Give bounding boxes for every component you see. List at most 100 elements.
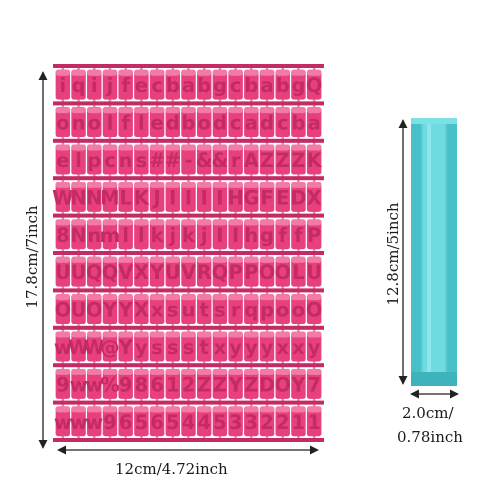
letter-stamp — [244, 144, 259, 175]
stamp-glyph: Z — [291, 149, 305, 172]
stamp-glyph: Q — [86, 261, 103, 284]
stamp-highlight — [244, 294, 259, 301]
stamp-glyph: y — [229, 336, 242, 359]
letter-stamp — [291, 331, 306, 362]
stamp-highlight — [306, 219, 322, 226]
stamp-glyph: 9 — [103, 411, 117, 434]
letter-stamp — [306, 181, 322, 212]
stamp-glyph: 5 — [166, 411, 180, 434]
letter-stamp — [165, 294, 181, 325]
letter-stamp — [134, 331, 149, 362]
stamp-highlight — [134, 219, 149, 226]
stamp-highlight — [212, 107, 228, 114]
stamp-highlight — [55, 294, 71, 301]
stamp-glyph: b — [166, 74, 180, 97]
letter-stamp — [181, 294, 196, 325]
letter-stamp — [165, 406, 181, 437]
stamp-highlight — [102, 69, 118, 76]
stamp-highlight — [244, 406, 259, 413]
stamp-highlight — [181, 256, 196, 263]
stamp-glyph: U — [71, 299, 87, 322]
stamp-highlight — [306, 294, 322, 301]
letter-stamp — [55, 144, 71, 175]
stamp-glyph: N — [70, 224, 86, 247]
letter-stamp — [87, 144, 102, 175]
letter-stamp — [181, 331, 196, 362]
stamp-highlight — [118, 368, 133, 375]
letter-stamp — [102, 406, 118, 437]
letter-stamp — [291, 406, 306, 437]
stamp-highlight — [87, 144, 102, 151]
letter-stamp — [149, 107, 165, 138]
stamp-highlight — [87, 107, 102, 114]
letter-stamp — [87, 107, 102, 138]
stamp-glyph: s — [136, 149, 148, 172]
stamp-highlight — [102, 144, 118, 151]
letter-stamp — [291, 256, 306, 287]
stamp-highlight — [291, 107, 306, 114]
stamp-highlight — [149, 294, 165, 301]
stamp-glyph: Y — [118, 336, 134, 359]
stamp-glyph: p — [260, 299, 274, 322]
right-height-label: 12.8cm/5inch — [384, 202, 402, 306]
letter-stamp — [102, 294, 118, 325]
stamp-highlight — [134, 406, 149, 413]
stamp-glyph: 6 — [150, 411, 164, 434]
stamp-glyph: 9 — [119, 373, 133, 396]
letter-stamp — [196, 368, 212, 399]
stamp-highlight — [244, 69, 259, 76]
stamp-highlight — [87, 406, 102, 413]
stamp-glyph: o — [88, 112, 101, 135]
stamp-highlight — [165, 144, 181, 151]
letter-stamp — [71, 331, 86, 362]
stamp-glyph: x — [151, 299, 164, 322]
stamp-highlight — [71, 256, 86, 263]
stamp-glyph: d — [260, 112, 274, 135]
stamp-highlight — [134, 331, 149, 338]
stamp-highlight — [134, 144, 149, 151]
stamp-glyph: V — [181, 261, 196, 284]
stamp-glyph: f — [279, 224, 288, 247]
stamp-glyph: 6 — [119, 411, 133, 434]
stamp-glyph: j — [106, 74, 114, 97]
stamp-highlight — [196, 144, 212, 151]
letter-stamp — [228, 294, 243, 325]
runner-bar — [53, 213, 324, 218]
stamp-glyph: w — [54, 411, 72, 434]
letter-stamp — [149, 144, 165, 175]
stamp-glyph: b — [244, 74, 258, 97]
letter-stamp — [87, 294, 102, 325]
stamp-glyph: y — [245, 336, 258, 359]
stamp-highlight — [55, 368, 71, 375]
stamp-glyph: h — [244, 224, 258, 247]
stamp-glyph: D — [290, 186, 306, 209]
stamp-glyph: 2 — [260, 411, 274, 434]
letter-stamp — [134, 219, 149, 250]
stamp-highlight — [275, 107, 290, 114]
stamp-glyph: I — [201, 186, 208, 209]
stamp-glyph: g — [213, 74, 227, 97]
letter-stamp — [259, 144, 275, 175]
stamp-glyph: & — [196, 149, 213, 172]
stamp-highlight — [291, 69, 306, 76]
stamp-highlight — [55, 219, 71, 226]
stamp-highlight — [87, 69, 102, 76]
stamp-highlight — [259, 107, 275, 114]
stamp-highlight — [291, 144, 306, 151]
letter-stamp — [149, 69, 165, 100]
stamp-highlight — [228, 256, 243, 263]
letter-stamp — [181, 181, 196, 212]
letter-stamp — [212, 368, 228, 399]
stamp-glyph: L — [119, 186, 131, 209]
letter-stamp — [291, 144, 306, 175]
stamp-glyph: R — [197, 261, 212, 284]
stamp-glyph: p — [87, 149, 101, 172]
letter-stamp — [306, 406, 322, 437]
letter-stamp — [118, 406, 133, 437]
stamp-glyph: e — [135, 74, 148, 97]
letter-stamp — [181, 219, 196, 250]
letter-stamp — [275, 406, 290, 437]
stamp-highlight — [181, 331, 196, 338]
stamp-highlight — [244, 144, 259, 151]
stamp-highlight — [259, 256, 275, 263]
